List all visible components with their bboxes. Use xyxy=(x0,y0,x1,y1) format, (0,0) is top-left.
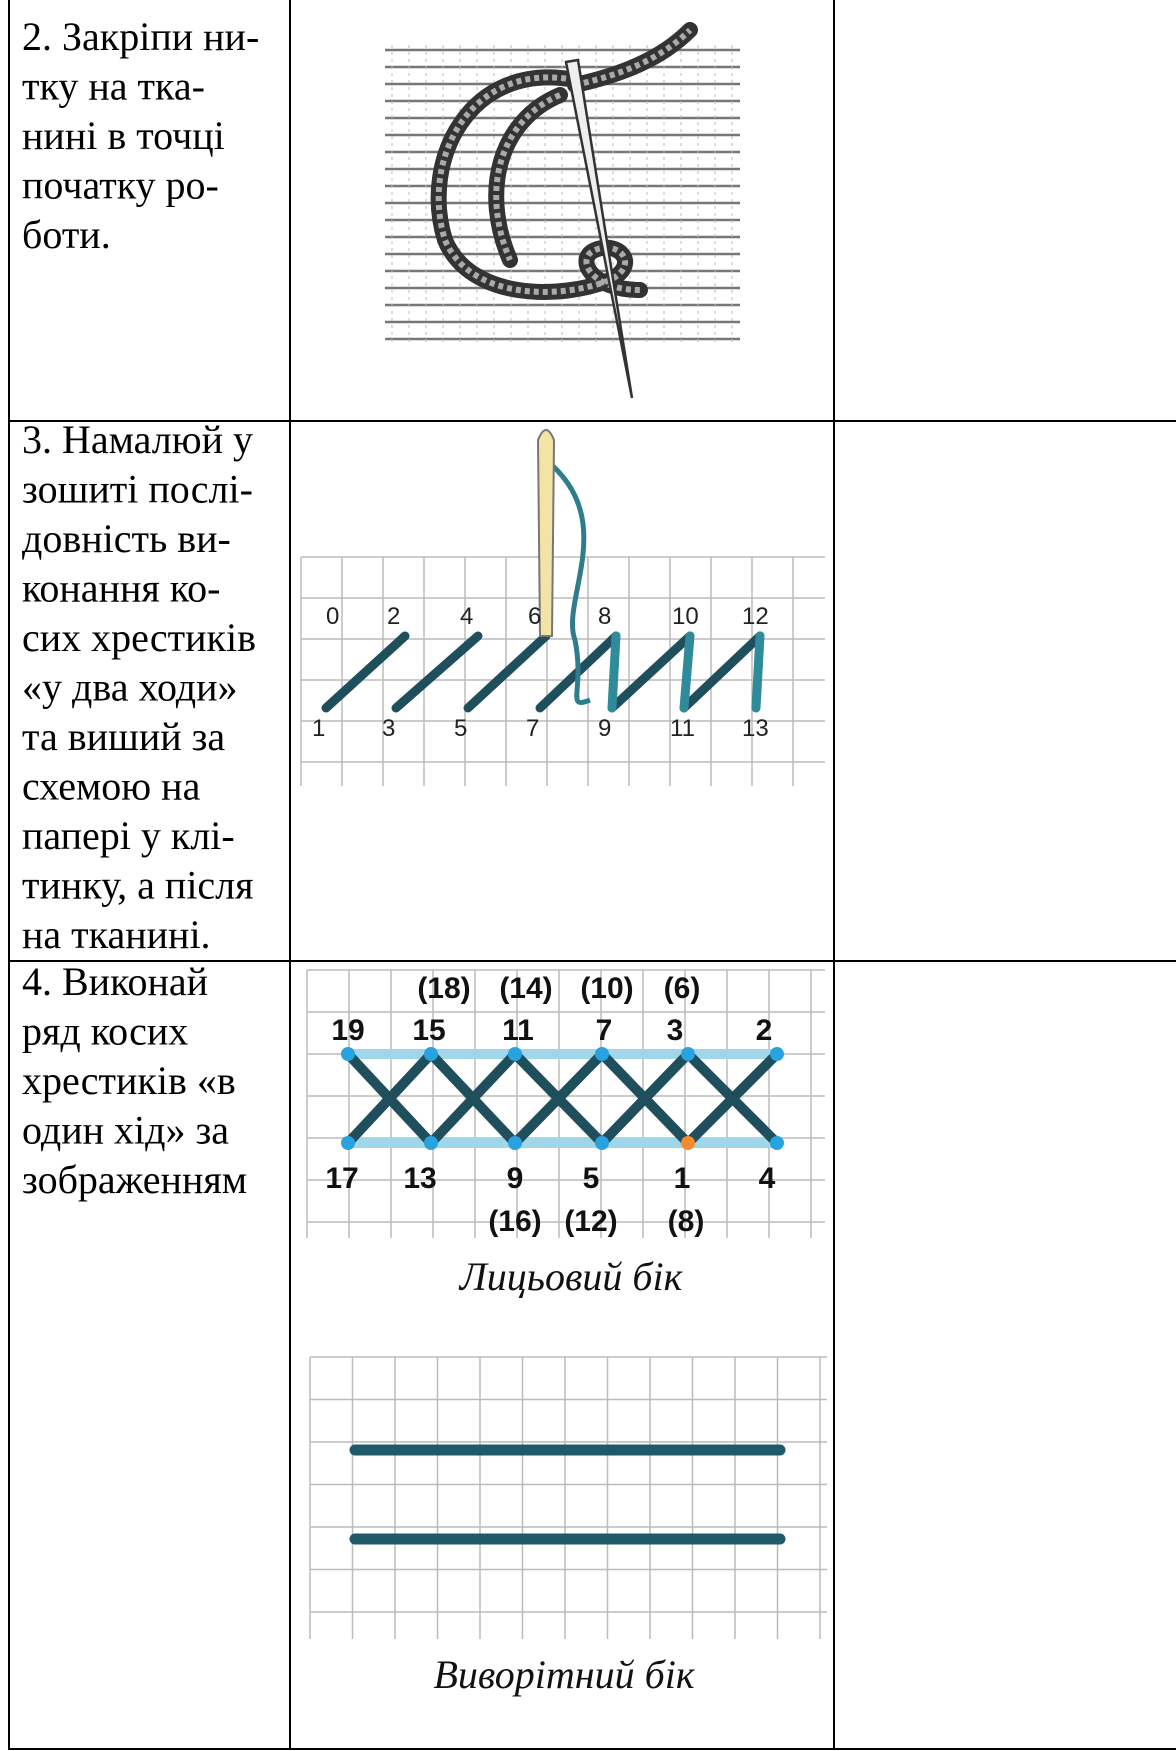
stitch xyxy=(463,631,551,713)
instruction-line: 2. Закріпи ни- xyxy=(22,14,259,59)
stitch xyxy=(679,631,765,713)
stitch xyxy=(391,631,483,713)
point xyxy=(424,1136,438,1150)
point xyxy=(770,1047,784,1061)
stitch-label: (12) xyxy=(564,1205,617,1238)
instruction-line: хрестиків «в xyxy=(22,1058,236,1103)
instruction-line: на тканині. xyxy=(22,912,211,957)
stitch-label: 19 xyxy=(331,1014,364,1047)
fabric-figure xyxy=(385,22,740,399)
stitch-label: 17 xyxy=(325,1162,358,1195)
stitch-label: 5 xyxy=(583,1162,600,1195)
needle xyxy=(536,429,556,637)
instruction-line: конання ко- xyxy=(22,566,221,611)
grid xyxy=(309,1356,827,1639)
grid xyxy=(300,556,825,786)
instruction-line: тинку, а після xyxy=(22,863,254,908)
stitch xyxy=(751,631,765,713)
stitch-label: 7 xyxy=(526,715,539,742)
instruction-line: зображенням xyxy=(22,1157,247,1202)
stitch-label: (16) xyxy=(488,1205,541,1238)
stitch-label: 5 xyxy=(454,715,467,742)
stitch xyxy=(679,631,695,713)
thread xyxy=(544,458,591,705)
instruction-line: тку на тка- xyxy=(22,64,205,109)
stitch xyxy=(684,1050,781,1147)
instruction-line: 3. Намалюй у xyxy=(22,417,253,462)
point xyxy=(341,1136,355,1150)
stitch-label: 8 xyxy=(598,603,611,630)
stitch xyxy=(607,631,695,713)
point xyxy=(595,1136,609,1150)
stitch xyxy=(344,1050,435,1147)
stitch xyxy=(321,631,410,713)
stitch-label: 6 xyxy=(528,603,541,630)
instruction-line: папері у клі- xyxy=(22,813,235,858)
point xyxy=(681,1047,695,1061)
caption: Лицьовий бік xyxy=(458,1254,683,1299)
point xyxy=(424,1047,438,1061)
stitch xyxy=(511,1050,606,1147)
stitch-label: 10 xyxy=(672,603,699,630)
point xyxy=(508,1136,522,1150)
stitch-label: (8) xyxy=(668,1205,705,1238)
instruction-line: зошиті послі- xyxy=(22,467,253,512)
point xyxy=(508,1047,522,1061)
instruction-line: сих хрестиків xyxy=(22,615,256,660)
stitch-label: 1 xyxy=(312,715,325,742)
stitch-label: (14) xyxy=(499,972,552,1005)
instruction-line: боти. xyxy=(22,212,111,257)
stitch-label: 7 xyxy=(596,1014,613,1047)
instruction-line: 4. Виконай xyxy=(22,959,208,1004)
point xyxy=(341,1047,355,1061)
stitch xyxy=(427,1050,519,1147)
instruction-line: ряд косих xyxy=(22,1009,188,1054)
instruction-line: «у два ходи» xyxy=(22,665,238,710)
stitch-label: (18) xyxy=(417,972,470,1005)
stitch xyxy=(598,1050,692,1147)
instruction-line: один хід» за xyxy=(22,1108,229,1153)
stitch-label: 15 xyxy=(412,1014,445,1047)
stitch-label: 13 xyxy=(403,1162,436,1195)
caption: Виворітний бік xyxy=(433,1652,694,1697)
stitch-label: (6) xyxy=(664,972,701,1005)
instruction-line: нині в точці xyxy=(22,113,225,158)
stitch-label: 3 xyxy=(382,715,395,742)
stitch-label: 9 xyxy=(507,1162,524,1195)
stitch-label: 12 xyxy=(742,603,769,630)
instruction-line: схемою на xyxy=(22,764,201,809)
stitch-label: 2 xyxy=(756,1014,773,1047)
stitch-label: 0 xyxy=(326,603,339,630)
stitch-label: 9 xyxy=(598,715,611,742)
instruction-line: та виший за xyxy=(22,714,225,759)
needle xyxy=(564,58,634,399)
stitch-label: 3 xyxy=(667,1014,684,1047)
point xyxy=(681,1136,695,1150)
stitch-label: 2 xyxy=(387,603,400,630)
stitch-label: 1 xyxy=(674,1162,691,1195)
instruction-line: початку ро- xyxy=(22,163,219,208)
point xyxy=(595,1047,609,1061)
instruction-line: довність ви- xyxy=(22,516,231,561)
stitch xyxy=(607,631,621,713)
thread xyxy=(430,22,698,300)
stitch-label: 13 xyxy=(742,715,769,742)
table-borders xyxy=(8,0,1176,1750)
stitch-label: 4 xyxy=(759,1162,776,1195)
stitch-label: 4 xyxy=(460,603,473,630)
point xyxy=(770,1136,784,1150)
thread-highlight xyxy=(435,27,693,295)
stitch-label: (10) xyxy=(580,972,633,1005)
stitch-label: 11 xyxy=(670,715,695,742)
stitch-label: 11 xyxy=(502,1014,534,1047)
